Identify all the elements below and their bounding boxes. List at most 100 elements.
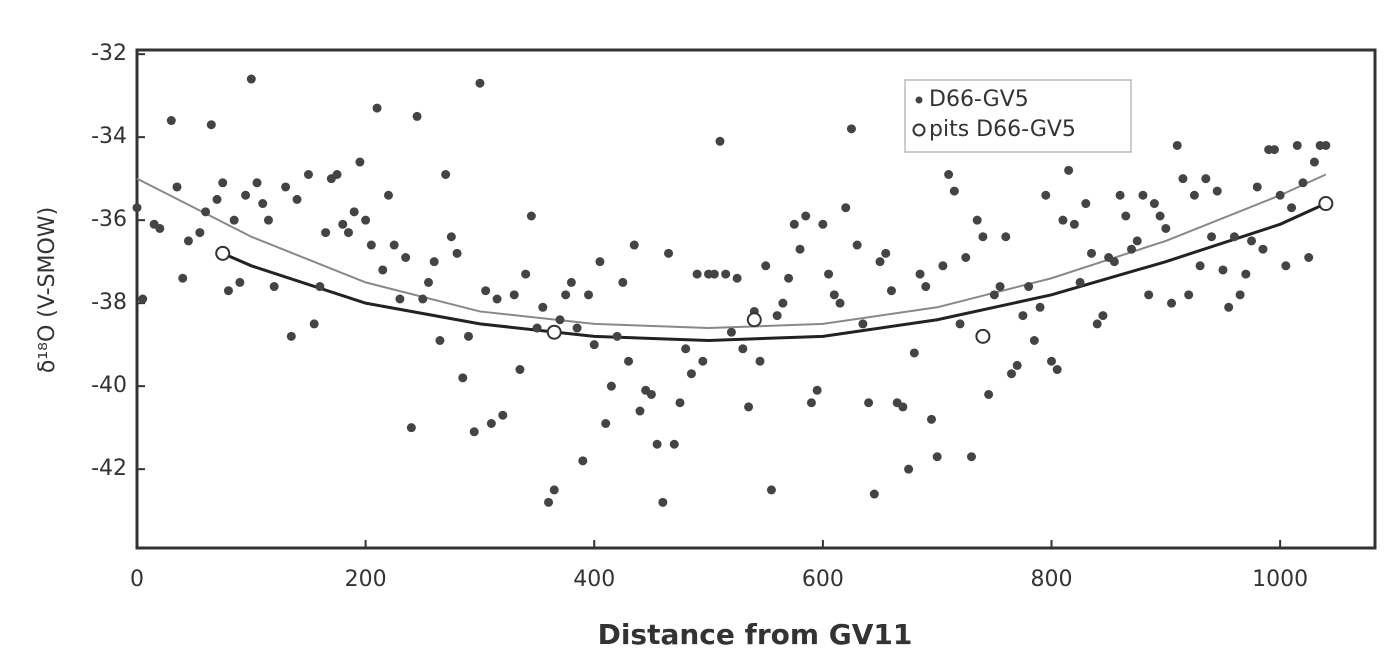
data-point <box>869 489 879 499</box>
data-point <box>526 211 536 221</box>
data-point <box>372 103 382 113</box>
data-point <box>1298 178 1308 188</box>
data-point <box>995 282 1005 292</box>
data-point <box>183 236 193 246</box>
data-point <box>366 240 376 250</box>
data-point <box>761 261 771 271</box>
data-point <box>1189 190 1199 200</box>
data-point <box>281 182 291 192</box>
data-point <box>744 402 754 412</box>
data-point <box>263 215 273 225</box>
data-point <box>309 319 319 329</box>
data-point <box>984 389 994 399</box>
data-point <box>1309 157 1319 167</box>
data-point <box>784 273 794 283</box>
x-tick-label: 0 <box>130 567 144 592</box>
data-point <box>1098 311 1108 321</box>
y-tick-label: -32 <box>91 41 127 66</box>
data-point <box>778 298 788 308</box>
data-point <box>755 356 765 366</box>
data-point <box>509 290 519 300</box>
data-point <box>1275 190 1285 200</box>
data-point <box>475 78 485 88</box>
data-point <box>789 219 799 229</box>
data-point <box>1041 190 1051 200</box>
data-point <box>223 286 233 296</box>
legend-marker <box>915 96 923 104</box>
data-point <box>138 294 148 304</box>
data-point <box>1052 365 1062 375</box>
data-point <box>332 170 342 179</box>
data-point <box>829 290 839 300</box>
data-point <box>349 207 359 217</box>
data-point <box>806 398 816 408</box>
data-point <box>1006 369 1016 379</box>
data-point <box>938 261 948 271</box>
data-point <box>446 232 456 242</box>
data-point <box>401 253 411 262</box>
data-point <box>1058 215 1068 225</box>
data-point <box>1212 186 1222 196</box>
data-point <box>1218 265 1228 275</box>
data-point <box>464 331 474 341</box>
data-point <box>235 277 245 287</box>
data-point <box>1241 269 1251 279</box>
data-point <box>715 136 725 146</box>
data-point <box>1252 182 1262 192</box>
data-point <box>766 485 776 495</box>
data-point <box>315 282 325 292</box>
data-point <box>389 240 399 250</box>
data-point <box>835 298 845 308</box>
data-point <box>886 286 896 296</box>
data-point <box>681 344 691 354</box>
data-point <box>378 265 388 275</box>
data-point <box>206 120 216 130</box>
data-point <box>486 419 496 428</box>
data-point <box>1035 302 1045 312</box>
data-point <box>1092 319 1102 329</box>
data-point <box>1281 261 1291 271</box>
data-point <box>435 336 445 345</box>
data-point <box>521 269 531 279</box>
data-point <box>578 456 588 466</box>
data-point <box>555 315 565 325</box>
y-tick-label: -34 <box>91 124 127 149</box>
data-point <box>172 182 182 192</box>
fit-curve <box>136 173 1327 330</box>
data-point <box>1229 232 1239 242</box>
legend-marker <box>912 123 926 137</box>
x-tick-label: 800 <box>1030 567 1072 592</box>
data-point <box>664 248 674 258</box>
data-point <box>944 170 954 179</box>
data-point <box>395 294 405 304</box>
data-point <box>646 389 656 399</box>
data-point <box>383 190 393 200</box>
data-point <box>195 228 205 238</box>
data-point <box>692 269 702 279</box>
data-point <box>1064 165 1074 175</box>
x-tick-label: 400 <box>573 567 615 592</box>
data-point <box>709 269 719 279</box>
legend-box <box>904 79 1132 153</box>
data-point <box>904 464 914 474</box>
data-point <box>1012 360 1022 370</box>
data-point <box>841 203 851 213</box>
data-point <box>1258 244 1268 254</box>
data-point <box>1195 261 1205 271</box>
data-point <box>1161 223 1171 233</box>
pit-point <box>1318 196 1334 212</box>
pit-point <box>746 312 762 328</box>
data-point <box>1207 232 1217 242</box>
data-point <box>452 248 462 258</box>
data-point <box>926 414 936 424</box>
data-point <box>858 319 868 329</box>
data-point <box>1069 219 1079 229</box>
y-axis-label: δ¹⁸O (V-SMOW) <box>35 207 60 373</box>
data-point <box>612 331 622 341</box>
legend-label: pits D66-GV5 <box>929 117 1076 142</box>
data-point <box>218 178 228 188</box>
data-point <box>1081 199 1091 209</box>
data-point <box>423 277 433 287</box>
data-point <box>1321 140 1331 150</box>
